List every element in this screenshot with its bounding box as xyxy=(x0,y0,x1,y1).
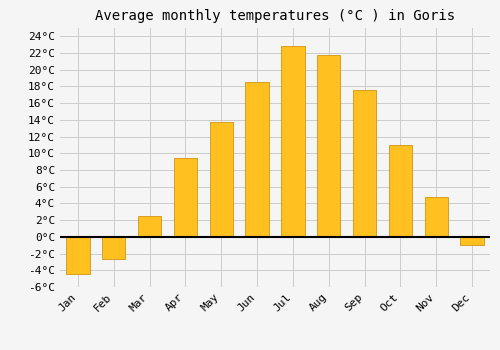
Bar xyxy=(210,121,233,237)
Bar xyxy=(174,158,197,237)
Bar xyxy=(282,47,304,237)
Bar xyxy=(66,237,90,274)
Bar xyxy=(246,82,268,237)
Bar xyxy=(102,237,126,259)
Bar xyxy=(138,216,161,237)
Bar xyxy=(353,90,376,237)
Bar xyxy=(317,55,340,237)
Title: Average monthly temperatures (°C ) in Goris: Average monthly temperatures (°C ) in Go… xyxy=(95,9,455,23)
Bar xyxy=(460,237,483,245)
Bar xyxy=(424,197,448,237)
Bar xyxy=(389,145,412,237)
